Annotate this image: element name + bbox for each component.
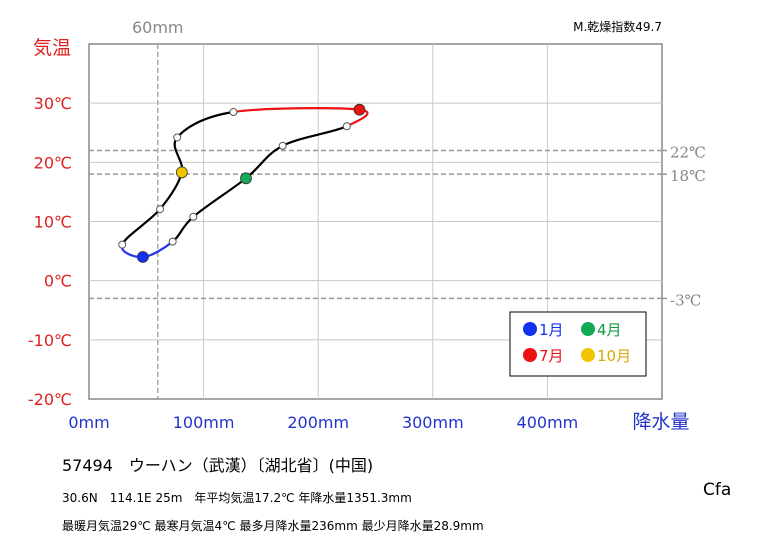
reference-label-precip: 60mm [132,18,184,37]
climate-curve-segment [233,107,360,114]
x-tick-label: 400mm [517,413,579,432]
reference-label-temp: -3℃ [670,291,701,309]
climograph: 22℃ 18℃ -3℃ 60mm 30℃ 20℃ 10℃ 0℃ -10℃ -20℃ 0mm 100mm… [28,18,706,433]
month-point-9 [173,133,182,142]
month-point-10 [175,166,188,179]
month-point-11 [156,205,165,214]
y-tick-label: -20℃ [28,390,72,409]
y-tick-label: 0℃ [44,272,72,291]
reference-label-temp: 18℃ [670,167,706,185]
station-name: 57494 ウーハン（武漢）〔湖北省〕(中国) [62,456,374,475]
month-point-6 [342,122,351,131]
legend-marker-7 [523,348,537,362]
x-tick-label: 200mm [287,413,349,432]
climate-stats-line-1: 30.6N 114.1E 25m 年平均気温17.2℃ 年降水量1351.3mm [62,491,412,505]
legend-label-4: 4月 [597,321,622,339]
x-tick-label: 100mm [173,413,235,432]
legend-marker-1 [523,322,537,336]
climate-stats-line-2: 最暖月気温29℃ 最寒月気温4℃ 最多月降水量236mm 最少月降水量28.9m… [62,519,484,533]
legend-label-7: 7月 [539,347,564,365]
koppen-class: Cfa [703,480,732,500]
climate-curve-segment [282,125,348,147]
x-tick-label: 0mm [68,413,109,432]
y-axis-title: 気温 [33,37,71,59]
month-point-7 [353,103,366,116]
legend-marker-4 [581,322,595,336]
month-point-2 [168,237,177,246]
month-point-1 [136,251,149,263]
month-point-12 [118,240,127,249]
month-point-5 [278,141,287,150]
month-point-8 [229,108,238,117]
month-point-3 [189,212,198,221]
legend-label-1: 1月 [539,321,564,339]
y-tick-label: 10℃ [34,213,72,232]
legend-label-10: 10月 [597,347,631,365]
x-tick-label: 300mm [402,413,464,432]
reference-label-temp: 22℃ [670,144,706,162]
legend-marker-10 [581,348,595,362]
aridity-index: M.乾燥指数49.7 [573,19,662,34]
month-point-4 [240,172,252,185]
legend-box [509,311,647,377]
x-axis-title: 降水量 [632,411,689,433]
y-tick-label: 30℃ [34,94,72,113]
y-tick-label: -10℃ [28,331,72,350]
y-tick-label: 20℃ [34,153,72,172]
